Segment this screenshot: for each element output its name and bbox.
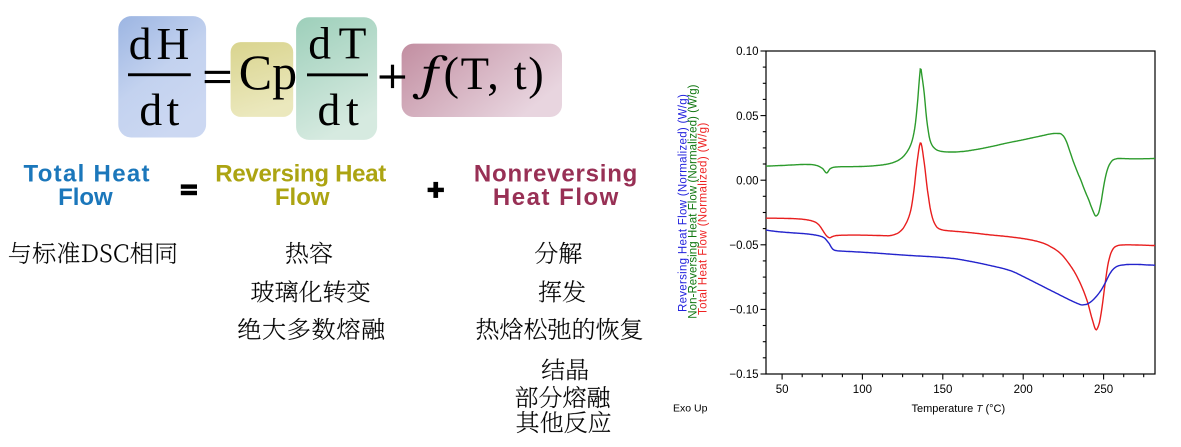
svg-text:0.10: 0.10 xyxy=(736,46,758,58)
svg-text:Temperature T (°C): Temperature T (°C) xyxy=(912,403,1006,415)
svg-text:(T, t): (T, t) xyxy=(444,49,544,100)
svg-text:−0.10: −0.10 xyxy=(729,305,758,317)
svg-text:50: 50 xyxy=(776,384,789,396)
svg-text:100: 100 xyxy=(853,384,872,396)
svg-text:Cp: Cp xyxy=(239,44,297,100)
svg-text:Exo Up: Exo Up xyxy=(673,403,708,415)
svg-text:Reversing Heat Flow (Normalize: Reversing Heat Flow (Normalized) (W/g) xyxy=(677,94,689,312)
svg-text:−0.05: −0.05 xyxy=(729,240,758,252)
svg-text:Flow: Flow xyxy=(58,184,113,211)
svg-text:Non-Reversing Heat Flow (Norma: Non-Reversing Heat Flow (Normalized) (W/… xyxy=(687,84,699,318)
svg-text:0.05: 0.05 xyxy=(736,111,758,123)
svg-text:200: 200 xyxy=(1014,384,1033,396)
svg-text:dt: dt xyxy=(318,84,360,135)
svg-text:dH: dH xyxy=(129,18,190,69)
svg-text:Total Heat Flow (Normalized): Total Heat Flow (Normalized) (W/g) xyxy=(698,123,710,315)
svg-text:150: 150 xyxy=(933,384,952,396)
svg-text:−0.15: −0.15 xyxy=(729,369,758,381)
svg-text:0.00: 0.00 xyxy=(736,175,758,187)
svg-text:Total Heat: Total Heat xyxy=(24,161,150,188)
svg-text:Flow: Flow xyxy=(275,184,330,211)
svg-text:dt: dt xyxy=(139,84,179,135)
svg-text:250: 250 xyxy=(1094,384,1113,396)
svg-text:Reversing Heat: Reversing Heat xyxy=(215,161,386,188)
svg-text:Heat Flow: Heat Flow xyxy=(493,184,619,211)
svg-text:Nonreversing: Nonreversing xyxy=(474,161,638,188)
